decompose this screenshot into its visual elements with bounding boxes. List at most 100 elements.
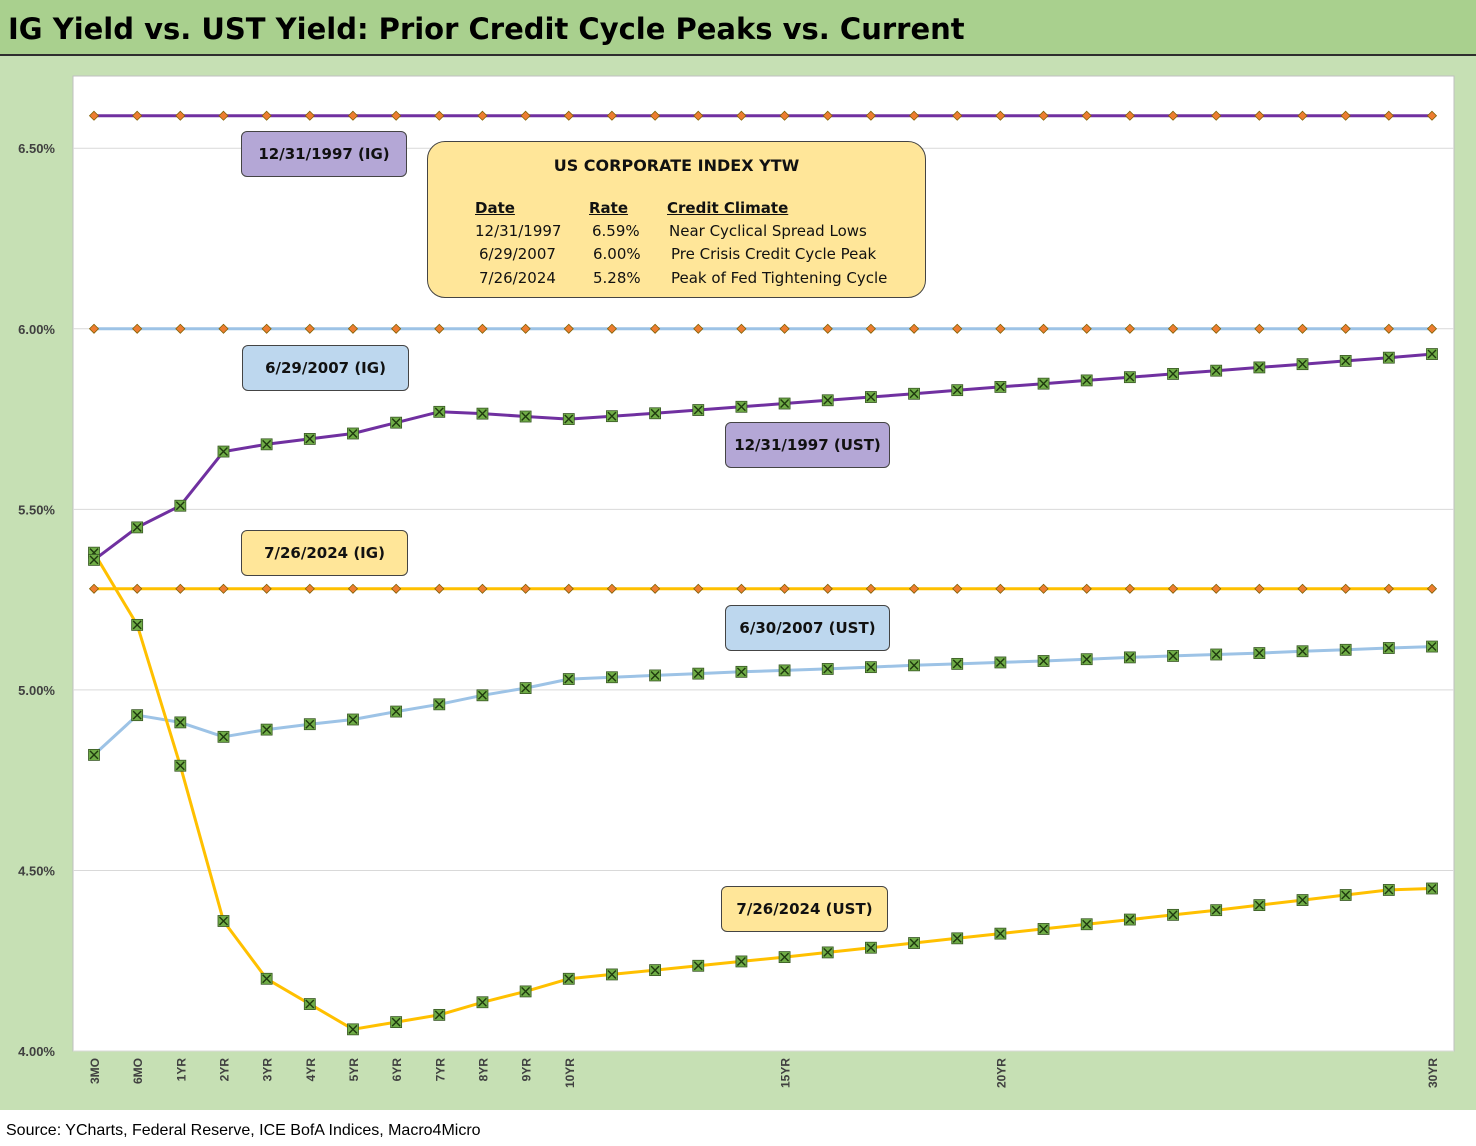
series-4 <box>88 348 1438 566</box>
data-point <box>434 583 445 594</box>
series-2 <box>88 323 1438 334</box>
data-point <box>304 323 315 334</box>
series-label-2007-ig: 6/29/2007 (IG) <box>242 345 409 391</box>
data-point <box>1167 650 1179 662</box>
data-point <box>952 583 963 594</box>
data-point <box>347 427 359 440</box>
data-point <box>735 400 748 413</box>
y-tick-label: 6.50% <box>18 141 55 156</box>
info-row-date: 12/31/1997 <box>475 222 562 240</box>
data-point <box>563 323 574 334</box>
data-point <box>908 583 920 594</box>
data-point <box>563 583 574 594</box>
data-point <box>1081 323 1092 334</box>
data-point <box>994 381 1007 393</box>
data-point <box>433 405 446 418</box>
data-point <box>520 323 531 334</box>
data-point <box>1211 323 1222 334</box>
data-point <box>1297 583 1308 594</box>
data-point <box>736 110 747 121</box>
x-tick-label: 4YR <box>304 1058 318 1082</box>
data-point <box>692 667 705 680</box>
data-point <box>1038 110 1049 121</box>
data-point <box>1038 323 1049 334</box>
info-row-climate: Peak of Fed Tightening Cycle <box>671 269 888 287</box>
data-point <box>175 583 186 594</box>
data-point <box>391 110 402 121</box>
data-point <box>779 110 790 121</box>
data-point <box>908 387 920 400</box>
data-point <box>1426 348 1438 360</box>
data-point <box>476 996 489 1009</box>
data-point <box>1383 323 1394 334</box>
x-tick-label: 1YR <box>174 1058 188 1082</box>
source-note: Source: YCharts, Federal Reserve, ICE Bo… <box>6 1122 481 1139</box>
data-point <box>1037 923 1050 935</box>
data-point <box>995 110 1006 121</box>
data-point <box>1426 882 1438 895</box>
data-point <box>951 657 964 670</box>
info-row-date: 7/26/2024 <box>479 269 556 287</box>
data-point <box>477 110 488 121</box>
data-point <box>1297 323 1308 334</box>
data-point <box>519 985 532 998</box>
data-point <box>519 682 532 694</box>
data-point <box>650 110 661 121</box>
data-point <box>477 323 488 334</box>
data-point <box>908 323 920 334</box>
data-point <box>390 705 403 718</box>
data-point <box>693 323 704 334</box>
data-point <box>390 416 403 429</box>
data-point <box>132 110 143 121</box>
data-point <box>1340 110 1351 121</box>
data-point <box>1080 653 1093 666</box>
series-3 <box>88 583 1438 594</box>
data-point <box>865 661 877 674</box>
data-point <box>1254 110 1265 121</box>
data-point <box>433 698 446 711</box>
info-row-date: 6/29/2007 <box>479 245 556 263</box>
data-point <box>1080 374 1093 387</box>
data-point <box>390 1016 403 1029</box>
data-point <box>606 671 618 684</box>
data-point <box>1296 894 1309 906</box>
x-tick-label: 10YR <box>563 1058 577 1088</box>
data-point <box>908 937 920 949</box>
data-point <box>735 955 748 968</box>
info-header-climate: Credit Climate <box>667 199 789 217</box>
info-row-climate: Pre Crisis Credit Cycle Peak <box>671 245 877 263</box>
data-point <box>779 583 790 594</box>
data-point <box>822 583 833 594</box>
info-box-title: US CORPORATE INDEX YTW <box>553 156 800 175</box>
data-point <box>1211 583 1222 594</box>
data-point <box>1124 110 1135 121</box>
data-point <box>303 998 316 1010</box>
data-point <box>1124 583 1135 594</box>
data-point <box>304 583 315 594</box>
data-point <box>1383 110 1394 121</box>
data-point <box>692 959 705 972</box>
data-point <box>865 941 877 954</box>
data-point <box>261 323 272 334</box>
data-point <box>476 407 489 420</box>
series-label-2024-ust: 7/26/2024 (UST) <box>721 886 888 932</box>
data-point <box>1296 645 1309 658</box>
data-point <box>778 397 791 410</box>
y-tick-label: 4.50% <box>18 863 55 878</box>
info-row-climate: Near Cyclical Spread Lows <box>669 222 867 240</box>
data-point <box>175 110 186 121</box>
data-point <box>476 689 489 702</box>
series-label-2024-ig: 7/26/2024 (IG) <box>241 530 408 576</box>
data-point <box>562 673 575 685</box>
data-point <box>174 499 187 512</box>
data-point <box>217 915 230 927</box>
data-point <box>1210 648 1223 661</box>
data-point <box>1123 371 1136 384</box>
data-point <box>88 323 100 334</box>
data-point <box>1210 904 1223 917</box>
data-point <box>520 583 531 594</box>
data-point <box>1081 110 1092 121</box>
data-point <box>1253 647 1266 659</box>
data-point <box>1253 361 1266 374</box>
data-point <box>606 410 618 423</box>
